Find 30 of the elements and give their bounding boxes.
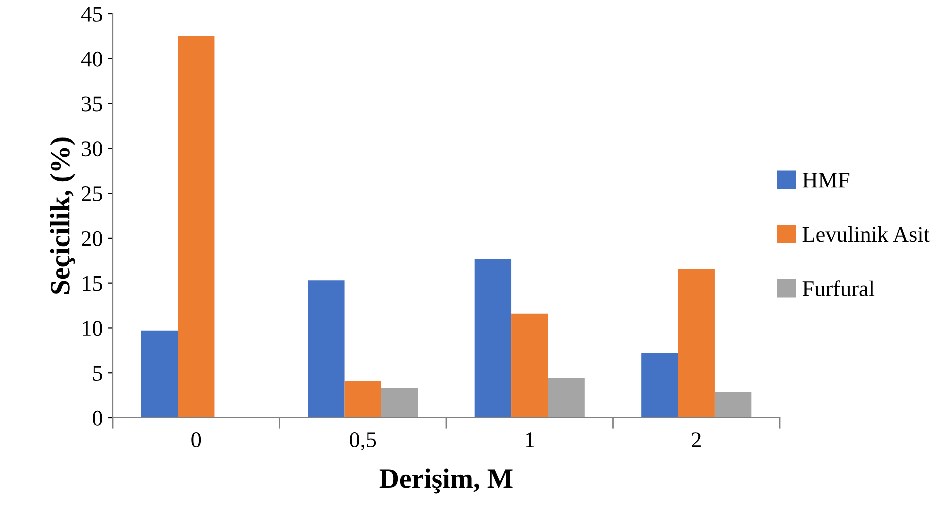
bar (678, 268, 715, 418)
x-tick-label: 0,5 (350, 432, 376, 451)
bar (344, 381, 382, 418)
y-tick-label: 0 (93, 410, 102, 426)
y-tick-label: 20 (82, 231, 102, 246)
bar (512, 314, 548, 418)
bar (141, 330, 178, 418)
x-tick-label: 2 (692, 432, 701, 448)
x-tick-label: 1 (526, 432, 534, 448)
bar (178, 36, 215, 418)
x-axis-title: Derişim, M (380, 468, 513, 494)
bar (548, 378, 585, 418)
y-tick-label: 25 (82, 186, 102, 202)
y-tick-label: 15 (83, 276, 102, 292)
y-tick-label: 30 (82, 142, 102, 157)
y-axis-title: Seçicilik, (%) (50, 138, 76, 294)
y-tick-label: 5 (93, 366, 102, 382)
y-tick-label: 35 (82, 96, 102, 112)
legend-label: Furfural (802, 280, 875, 296)
y-tick-label: 10 (83, 321, 102, 336)
bar (308, 280, 345, 418)
bar (381, 388, 418, 418)
bar (714, 392, 752, 418)
legend-label: Levulinik Asit (802, 226, 930, 242)
legend-label: HMF (802, 173, 850, 188)
x-tick-label: 0 (192, 432, 202, 448)
bar (642, 353, 678, 418)
bar (474, 259, 512, 418)
y-tick-label: 40 (81, 52, 102, 67)
y-tick-label: 45 (81, 7, 102, 22)
